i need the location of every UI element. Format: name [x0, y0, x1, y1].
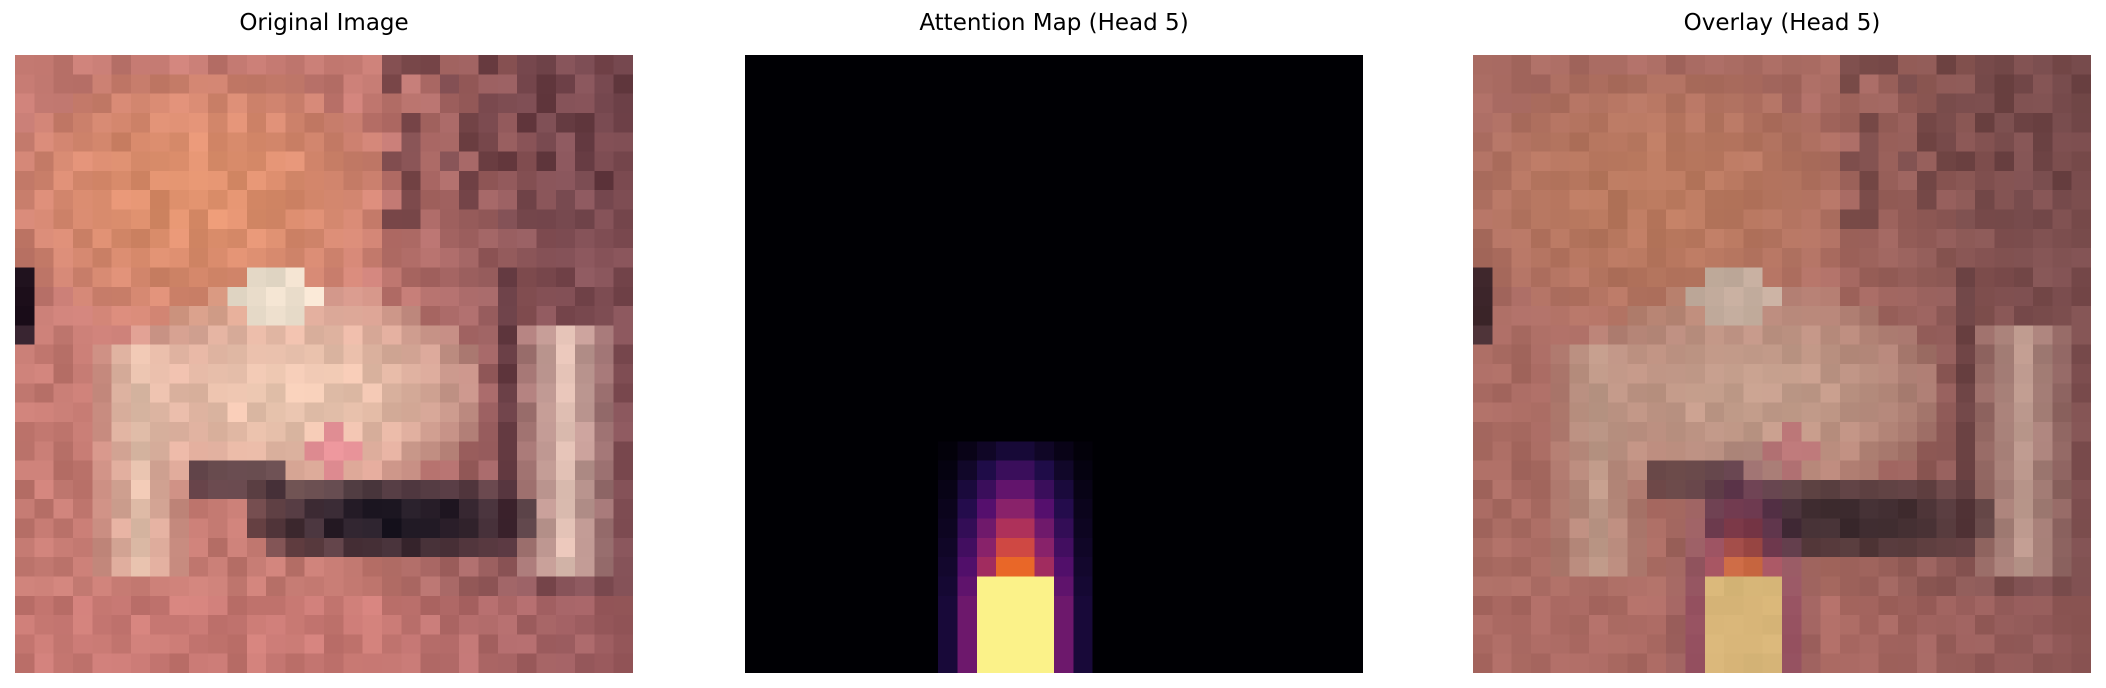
- attention-map-image: [745, 55, 1363, 673]
- attention-map-title: Attention Map (Head 5): [919, 10, 1189, 36]
- overlay-title: Overlay (Head 5): [1683, 10, 1881, 36]
- overlay-image: [1473, 55, 2091, 673]
- attention-map-panel: Attention Map (Head 5): [745, 0, 1363, 688]
- original-image: [15, 55, 633, 673]
- original-image-title: Original Image: [239, 10, 409, 36]
- original-image-panel: Original Image: [15, 0, 633, 688]
- overlay-panel: Overlay (Head 5): [1473, 0, 2091, 688]
